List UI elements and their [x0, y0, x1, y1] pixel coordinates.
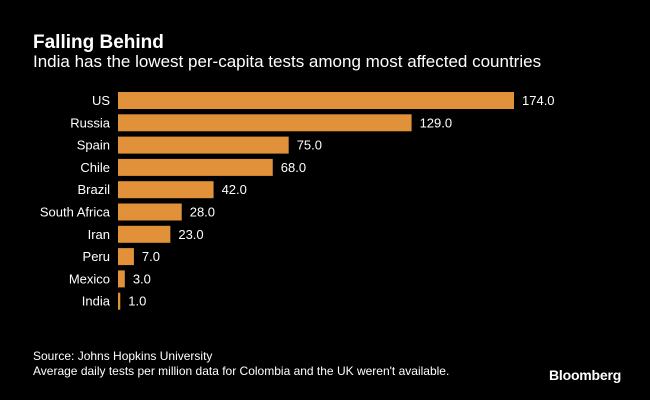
- category-label-russia: Russia: [70, 115, 111, 130]
- value-label-us: 174.0: [522, 93, 555, 108]
- chart-subtitle: India has the lowest per-capita tests am…: [33, 52, 542, 71]
- category-label-india: India: [82, 294, 111, 309]
- value-label-iran: 23.0: [178, 227, 203, 242]
- bar-chile: [118, 158, 273, 176]
- value-label-south-africa: 28.0: [190, 205, 215, 220]
- category-label-mexico: Mexico: [69, 271, 110, 286]
- bloomberg-logo: Bloomberg: [549, 367, 622, 383]
- source-note: Source: Johns Hopkins University: [33, 349, 213, 363]
- bar-iran: [118, 225, 171, 243]
- value-label-chile: 68.0: [281, 160, 306, 175]
- bar-peru: [118, 248, 134, 266]
- bars-layer: US 174.0 Russia 129.0 Spain 75.0 Chile 68.0 Braz…: [40, 92, 555, 310]
- bar-brazil: [118, 181, 214, 199]
- category-label-south-africa: South Africa: [40, 205, 111, 220]
- chart-title: Falling Behind: [33, 32, 164, 53]
- bar-south-africa: [118, 203, 182, 221]
- value-label-mexico: 3.0: [133, 271, 151, 286]
- category-label-spain: Spain: [77, 138, 110, 153]
- bar-india: [118, 292, 121, 310]
- value-label-peru: 7.0: [142, 249, 160, 264]
- value-label-russia: 129.0: [420, 115, 453, 130]
- footnote: Average daily tests per million data for…: [33, 364, 450, 378]
- category-label-chile: Chile: [80, 160, 110, 175]
- category-label-peru: Peru: [83, 249, 110, 264]
- bar-russia: [118, 114, 412, 132]
- value-label-india: 1.0: [128, 294, 146, 309]
- category-label-iran: Iran: [88, 227, 110, 242]
- bar-mexico: [118, 270, 125, 288]
- value-label-spain: 75.0: [297, 138, 322, 153]
- category-label-brazil: Brazil: [77, 182, 110, 197]
- bar-us: [118, 92, 514, 109]
- value-label-brazil: 42.0: [222, 182, 247, 197]
- category-label-us: US: [92, 93, 110, 108]
- bar-spain: [118, 136, 289, 154]
